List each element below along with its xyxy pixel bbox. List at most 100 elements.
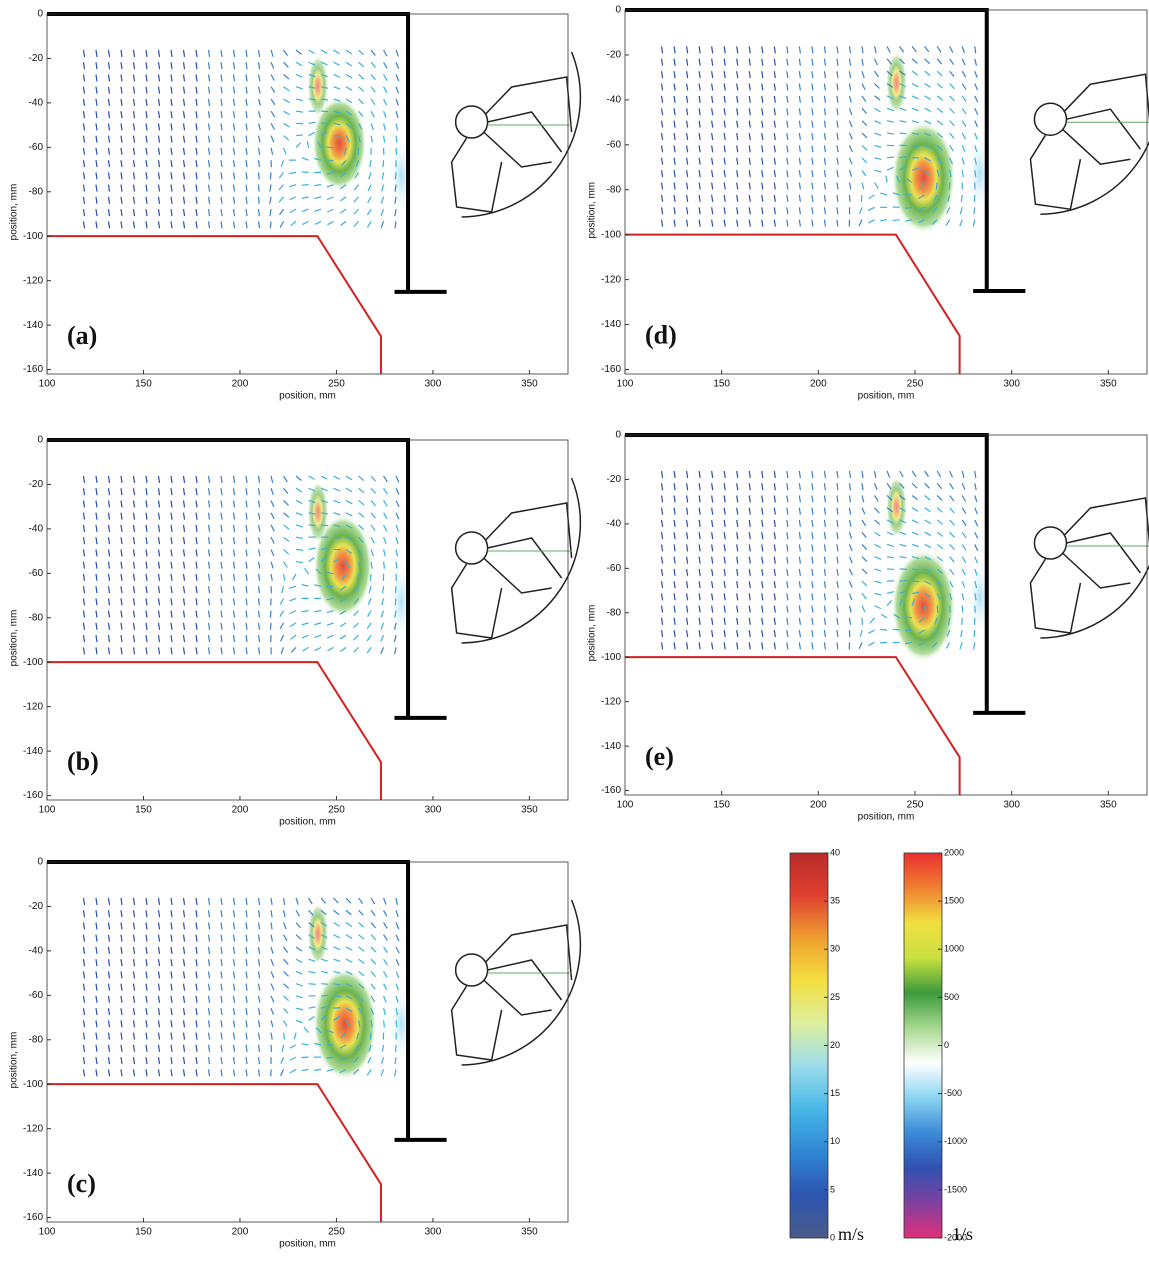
vector: [949, 593, 953, 601]
vector: [874, 70, 880, 78]
vector: [381, 1044, 385, 1052]
vector: [279, 221, 285, 228]
vector: [947, 194, 951, 202]
vector: [848, 483, 852, 491]
vector: [358, 74, 365, 80]
vector: [132, 622, 136, 630]
vector: [207, 946, 211, 954]
vector: [182, 135, 186, 143]
vector: [207, 537, 211, 545]
vector: [356, 1032, 360, 1040]
vector: [107, 561, 111, 569]
vector: [345, 110, 353, 116]
vector: [949, 519, 955, 526]
vector: [880, 641, 888, 644]
vector: [170, 1057, 173, 1065]
vector: [82, 172, 86, 180]
vector: [836, 556, 839, 564]
vector: [145, 573, 148, 581]
vector: [848, 617, 852, 625]
vector: [95, 209, 98, 217]
vector: [291, 573, 297, 581]
vector: [911, 543, 919, 548]
vector: [761, 617, 764, 625]
vector: [836, 71, 839, 79]
vector: [120, 622, 123, 630]
vector: [698, 507, 701, 515]
vector: [836, 483, 839, 491]
vector: [848, 46, 852, 54]
vector: [333, 909, 340, 916]
vector: [370, 549, 374, 557]
colorbar-unit: 1/s: [952, 1224, 973, 1244]
vector: [961, 95, 967, 103]
vector: [660, 182, 664, 190]
vector: [823, 470, 827, 479]
vector: [107, 647, 111, 655]
vector: [301, 610, 309, 613]
vector: [686, 170, 689, 178]
x-tick-label: 350: [1100, 379, 1117, 390]
vector: [736, 532, 739, 540]
vector: [711, 95, 714, 103]
vector: [107, 488, 111, 496]
vector: [314, 196, 322, 200]
vector: [748, 519, 751, 527]
vector: [283, 934, 288, 942]
vector: [283, 946, 289, 953]
vector: [220, 647, 223, 655]
vector: [660, 593, 664, 601]
vector: [170, 500, 173, 508]
vector: [195, 549, 198, 557]
vector: [326, 571, 334, 575]
vector: [660, 544, 664, 552]
vector: [395, 971, 400, 979]
vector: [182, 934, 186, 942]
vector: [773, 46, 776, 54]
vector: [257, 475, 261, 484]
vector: [320, 98, 329, 101]
vector: [145, 959, 148, 967]
vector: [157, 475, 161, 484]
vector: [314, 634, 322, 639]
vector: [873, 58, 879, 66]
vector: [761, 568, 764, 576]
vector: [82, 573, 86, 581]
vector: [333, 958, 341, 963]
vector: [748, 108, 751, 116]
vector: [182, 160, 186, 168]
vector: [924, 83, 931, 88]
vector: [195, 172, 198, 180]
vector: [314, 610, 322, 613]
vector: [874, 95, 881, 101]
vector: [723, 108, 726, 116]
vector: [295, 946, 303, 952]
vector: [358, 549, 363, 556]
vector: [207, 49, 211, 58]
vector: [120, 586, 123, 594]
vector: [798, 532, 801, 540]
vector: [120, 111, 123, 119]
vector: [673, 507, 676, 515]
vector: [95, 123, 98, 131]
vector: [280, 647, 285, 655]
vector: [278, 172, 285, 179]
vector: [382, 561, 386, 569]
vector: [232, 1057, 236, 1065]
vector: [289, 171, 297, 175]
vector: [761, 58, 764, 66]
vector: [301, 196, 309, 200]
vector: [293, 1032, 297, 1040]
vector: [308, 557, 315, 563]
vector: [711, 544, 714, 552]
vector: [220, 586, 223, 594]
vector: [170, 172, 173, 180]
vorticity-blob: [891, 550, 956, 662]
vector: [145, 1044, 148, 1052]
vector: [786, 120, 789, 128]
vector: [918, 219, 925, 224]
vector: [823, 219, 827, 227]
vector: [899, 132, 907, 135]
vector: [370, 475, 377, 482]
vector: [353, 634, 359, 641]
